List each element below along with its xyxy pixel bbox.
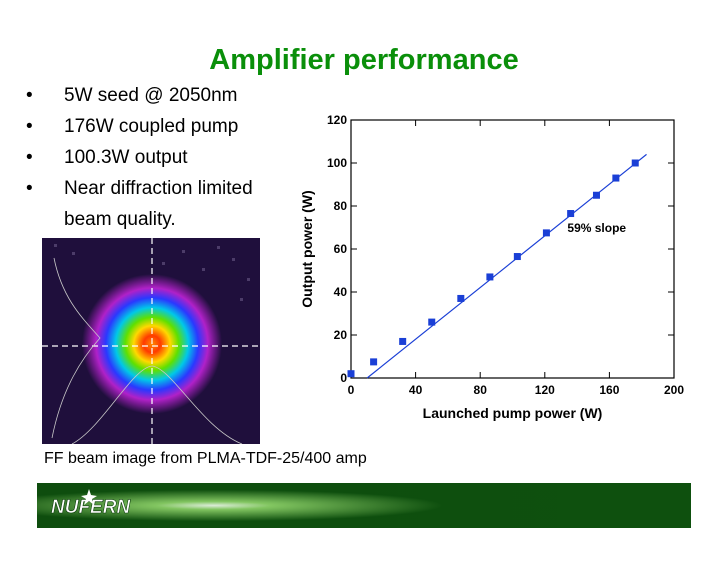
y-tick-group: 0 20 40 60 80 100 120: [327, 113, 674, 385]
bullet-text: 100.3W output: [64, 147, 188, 168]
x-tick-label: 200: [664, 383, 684, 397]
fit-line: [366, 153, 647, 379]
bullet-text: 176W coupled pump: [64, 116, 239, 137]
bullet-item: • Near diffraction limited beam quality.: [26, 173, 253, 235]
data-point: [486, 273, 494, 281]
x-tick-label: 40: [409, 383, 423, 397]
data-point: [592, 191, 600, 199]
data-point: [370, 358, 378, 366]
noise-speckles: [54, 244, 250, 301]
x-tick-label: 160: [599, 383, 619, 397]
y-tick-label: 120: [327, 113, 347, 127]
image-caption: FF beam image from PLMA-TDF-25/400 amp: [44, 450, 367, 467]
x-tick-label: 120: [535, 383, 555, 397]
data-point: [631, 159, 639, 167]
y-tick-label: 20: [334, 328, 348, 342]
fit-line-group: [366, 153, 647, 379]
bullet-marker: •: [26, 85, 33, 106]
y-tick-label: 80: [334, 199, 348, 213]
y-tick-label: 40: [334, 285, 348, 299]
x-tick-label: 0: [348, 383, 355, 397]
bullet-text: Near diffraction limited: [64, 178, 253, 199]
x-tick-label: 80: [474, 383, 488, 397]
y-tick-label: 60: [334, 242, 348, 256]
bullet-list: • 5W seed @ 2050nm • 176W coupled pump • 10…: [26, 80, 253, 235]
y-tick-label: 100: [327, 156, 347, 170]
bullet-text: 5W seed @ 2050nm: [64, 85, 238, 106]
data-point: [542, 229, 550, 237]
bullet-marker: •: [26, 178, 33, 199]
output-power-chart: 0 40 80 120 160 200 0 20 40 60 80 100 120 Launched …: [299, 113, 684, 421]
slope-annotation: 59% slope: [567, 221, 626, 235]
vertical-profile-curve: [51, 257, 101, 439]
bullet-item: • 176W coupled pump: [26, 111, 253, 142]
data-point: [428, 318, 436, 326]
bullet-continuation: beam quality.: [64, 209, 176, 230]
data-point: [457, 294, 465, 302]
data-points-group: [347, 159, 639, 378]
x-axis-label: Launched pump power (W): [423, 405, 603, 421]
slide-title: Amplifier performance: [209, 44, 519, 76]
y-axis-label: Output power (W): [299, 190, 315, 307]
beam-profile-image: [42, 238, 260, 444]
bullet-item: • 100.3W output: [26, 142, 253, 173]
footer-glow: [37, 483, 691, 528]
data-point: [347, 370, 355, 378]
bullet-item: • 5W seed @ 2050nm: [26, 80, 253, 111]
bullet-marker: •: [26, 116, 33, 137]
horizontal-profile-curve: [71, 365, 243, 444]
data-point: [567, 210, 575, 218]
logo-star-icon: [81, 489, 97, 505]
footer-banner: NUFERN: [37, 483, 691, 528]
data-point: [513, 253, 521, 261]
nufern-logo: NUFERN: [51, 497, 131, 518]
bullet-marker: •: [26, 147, 33, 168]
data-point: [399, 337, 407, 345]
y-tick-label: 0: [340, 371, 347, 385]
data-point: [612, 174, 620, 182]
